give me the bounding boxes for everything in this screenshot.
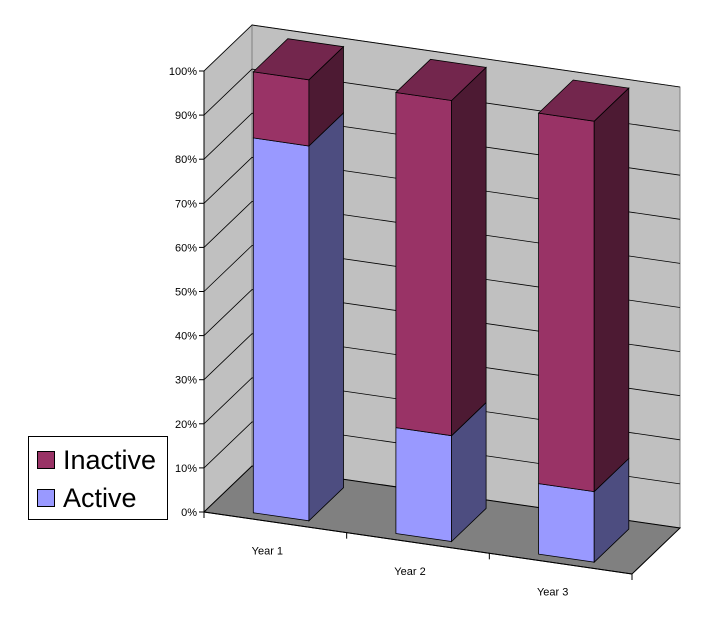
gridline bbox=[203, 200, 681, 264]
legend-item-inactive: Inactive bbox=[37, 445, 156, 475]
gridline bbox=[203, 245, 681, 308]
bar-top-inactive bbox=[537, 79, 630, 122]
y-tick-label: 10% bbox=[175, 463, 197, 475]
gridline bbox=[203, 68, 681, 132]
y-tick-label: 70% bbox=[175, 198, 197, 210]
bar-front-active bbox=[395, 427, 453, 542]
x-tick-label: Year 1 bbox=[252, 545, 283, 557]
bar-front-inactive bbox=[252, 71, 310, 147]
bar-top-inactive bbox=[252, 38, 345, 81]
y-tick-label: 40% bbox=[175, 331, 197, 343]
x-axis-line bbox=[203, 511, 633, 575]
gridline bbox=[203, 24, 681, 88]
x-tick-label: Year 2 bbox=[394, 566, 425, 578]
bar-inactive bbox=[252, 38, 345, 147]
legend: Inactive Active bbox=[28, 436, 168, 520]
bar-inactive bbox=[395, 58, 487, 437]
bar-side-inactive bbox=[451, 66, 487, 437]
bar-side-inactive bbox=[593, 87, 630, 493]
axes: 0% 10% 20% 30% 40% 50% 60% 70% 80% 90% 100% Year 1 Y… bbox=[169, 66, 633, 599]
legend-swatch-active bbox=[37, 489, 55, 507]
y-tick-label: 0% bbox=[181, 507, 197, 519]
bar-front-active bbox=[252, 137, 310, 522]
y-tick-label: 100% bbox=[169, 66, 197, 78]
bar-front-inactive bbox=[538, 112, 595, 493]
gridline bbox=[203, 421, 681, 485]
bar-active bbox=[252, 111, 344, 522]
y-tick-label: 50% bbox=[175, 287, 197, 299]
y-tick-label: 30% bbox=[175, 375, 197, 387]
gridline bbox=[203, 112, 681, 176]
gridline bbox=[203, 156, 681, 220]
bar-active bbox=[538, 457, 630, 564]
bar-active bbox=[395, 401, 487, 543]
legend-item-active: Active bbox=[37, 483, 137, 513]
gridline bbox=[203, 377, 681, 441]
bar-front-active bbox=[538, 483, 595, 563]
y-tick-label: 80% bbox=[175, 154, 197, 166]
legend-label-active: Active bbox=[63, 483, 137, 513]
legend-label-inactive: Inactive bbox=[63, 445, 157, 475]
gridlines bbox=[203, 24, 681, 485]
x-tick-label: Year 3 bbox=[537, 587, 568, 599]
y-tick-label: 90% bbox=[175, 110, 197, 122]
y-tick-label: 20% bbox=[175, 419, 197, 431]
legend-swatch-inactive bbox=[37, 451, 55, 469]
y-tick-label: 60% bbox=[175, 242, 197, 254]
bar-inactive bbox=[537, 79, 630, 493]
bar-side-active bbox=[308, 111, 344, 522]
bar-top-inactive bbox=[395, 58, 487, 101]
gridline bbox=[203, 333, 681, 397]
bars bbox=[252, 38, 630, 564]
bar-front-inactive bbox=[395, 92, 453, 437]
gridline bbox=[203, 289, 681, 352]
